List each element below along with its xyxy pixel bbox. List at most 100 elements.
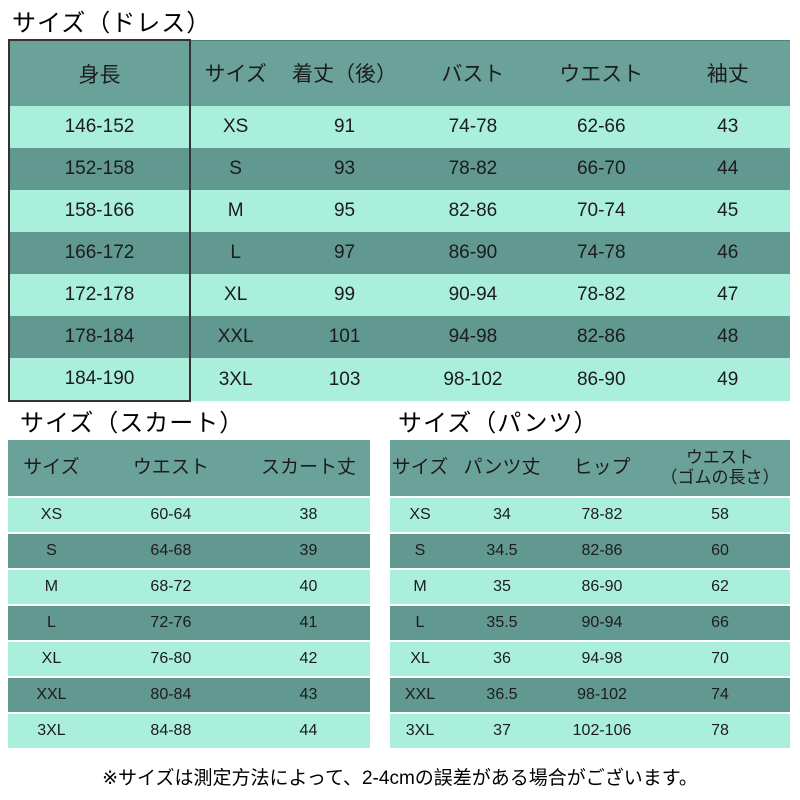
table-cell: 86-90: [408, 232, 538, 274]
table-cell: S: [8, 534, 95, 568]
table-cell: 66: [650, 606, 790, 640]
table-cell: S: [189, 148, 281, 190]
column-header: 身長: [8, 39, 191, 106]
table-cell: S: [390, 534, 450, 568]
table-cell: 94-98: [408, 316, 538, 358]
table-row: XS 60-64 38: [8, 498, 370, 532]
pants-table-header: サイズ パンツ丈 ヒップ ウエスト （ゴムの長さ）: [390, 440, 790, 496]
table-cell: 101: [280, 316, 409, 358]
table-cell: 3XL: [189, 358, 281, 401]
table-cell: 34.5: [450, 534, 554, 568]
table-cell: 40: [246, 570, 370, 604]
table-row: 184-190 3XL 103 98-102 86-90 49: [8, 358, 790, 402]
column-header: サイズ: [390, 440, 450, 496]
column-header: 袖丈: [665, 39, 790, 106]
table-cell: 90-94: [408, 274, 538, 316]
table-cell: 58: [650, 498, 790, 532]
table-cell: 80-84: [94, 678, 247, 712]
table-cell: 78-82: [408, 148, 538, 190]
table-cell: 36.5: [450, 678, 554, 712]
table-row: 3XL 84-88 44: [8, 714, 370, 748]
dress-size-title: サイズ（ドレス）: [12, 10, 212, 37]
table-cell: 41: [246, 606, 370, 640]
pants-table-body: XS 34 78-82 58 S 34.5 82-86 60 M 35 86-90 62 L 35.5 90…: [390, 498, 790, 748]
column-header: ウエスト: [537, 39, 666, 106]
column-header: バスト: [408, 39, 538, 106]
table-cell: XL: [390, 642, 450, 676]
table-cell: 74-78: [408, 106, 538, 148]
table-row: 3XL 37 102-106 78: [390, 714, 790, 748]
table-cell: 184-190: [8, 358, 191, 402]
skirt-size-table: サイズ ウエスト スカート丈 XS 60-64 38 S 64-68 39 M 68-72 40 L 7…: [8, 438, 370, 750]
header-row: サイズ ウエスト スカート丈: [8, 440, 370, 496]
table-cell: 62: [650, 570, 790, 604]
table-cell: 78-82: [537, 274, 666, 316]
table-cell: 99: [280, 274, 409, 316]
table-row: XXL 80-84 43: [8, 678, 370, 712]
table-cell: 86-90: [554, 570, 650, 604]
table-cell: 178-184: [8, 316, 191, 358]
table-cell: M: [189, 190, 281, 232]
table-cell: 60-64: [94, 498, 247, 532]
table-row: XS 34 78-82 58: [390, 498, 790, 532]
table-cell: 78: [650, 714, 790, 748]
table-cell: 90-94: [554, 606, 650, 640]
table-cell: 98-102: [408, 358, 538, 401]
table-cell: 35: [450, 570, 554, 604]
table-cell: L: [390, 606, 450, 640]
table-cell: 146-152: [8, 106, 191, 148]
table-cell: 34: [450, 498, 554, 532]
table-cell: 46: [665, 232, 790, 274]
column-header: サイズ: [8, 440, 95, 496]
table-cell: 45: [665, 190, 790, 232]
table-cell: 38: [246, 498, 370, 532]
table-cell: 95: [280, 190, 409, 232]
table-cell: 70: [650, 642, 790, 676]
skirt-table-body: XS 60-64 38 S 64-68 39 M 68-72 40 L 72-76 41 XL 76-80…: [8, 498, 370, 748]
table-row: M 68-72 40: [8, 570, 370, 604]
table-cell: 43: [665, 106, 790, 148]
table-cell: 76-80: [94, 642, 247, 676]
table-row: 158-166 M 95 82-86 70-74 45: [8, 190, 790, 232]
table-cell: 43: [246, 678, 370, 712]
column-header: スカート丈: [246, 440, 370, 496]
table-cell: 93: [280, 148, 409, 190]
table-cell: M: [8, 570, 95, 604]
table-cell: 158-166: [8, 190, 191, 232]
table-row: M 35 86-90 62: [390, 570, 790, 604]
header-row: 身長 サイズ 着丈（後） バスト ウエスト 袖丈: [8, 39, 790, 106]
table-cell: 68-72: [94, 570, 247, 604]
table-cell: 44: [665, 148, 790, 190]
skirt-size-title: サイズ（スカート）: [20, 410, 245, 437]
table-cell: 82-86: [554, 534, 650, 568]
skirt-table-header: サイズ ウエスト スカート丈: [8, 440, 370, 496]
pants-size-title: サイズ（パンツ）: [398, 410, 599, 437]
table-row: 146-152 XS 91 74-78 62-66 43: [8, 106, 790, 148]
table-cell: 72-76: [94, 606, 247, 640]
table-row: XL 76-80 42: [8, 642, 370, 676]
table-cell: XS: [390, 498, 450, 532]
table-cell: 66-70: [537, 148, 666, 190]
table-row: 172-178 XL 99 90-94 78-82 47: [8, 274, 790, 316]
table-cell: XXL: [8, 678, 95, 712]
table-cell: 94-98: [554, 642, 650, 676]
column-header: ヒップ: [554, 440, 650, 496]
table-cell: 3XL: [390, 714, 450, 748]
table-cell: 36: [450, 642, 554, 676]
table-cell: 47: [665, 274, 790, 316]
table-row: S 64-68 39: [8, 534, 370, 568]
table-row: L 35.5 90-94 66: [390, 606, 790, 640]
table-cell: 44: [246, 714, 370, 748]
table-cell: L: [189, 232, 281, 274]
table-cell: 70-74: [537, 190, 666, 232]
table-cell: 102-106: [554, 714, 650, 748]
table-cell: 64-68: [94, 534, 247, 568]
table-cell: M: [390, 570, 450, 604]
table-cell: 86-90: [537, 358, 666, 401]
column-header: 着丈（後）: [280, 39, 409, 106]
table-cell: 74: [650, 678, 790, 712]
table-cell: 82-86: [408, 190, 538, 232]
table-row: L 72-76 41: [8, 606, 370, 640]
table-cell: XL: [189, 274, 281, 316]
